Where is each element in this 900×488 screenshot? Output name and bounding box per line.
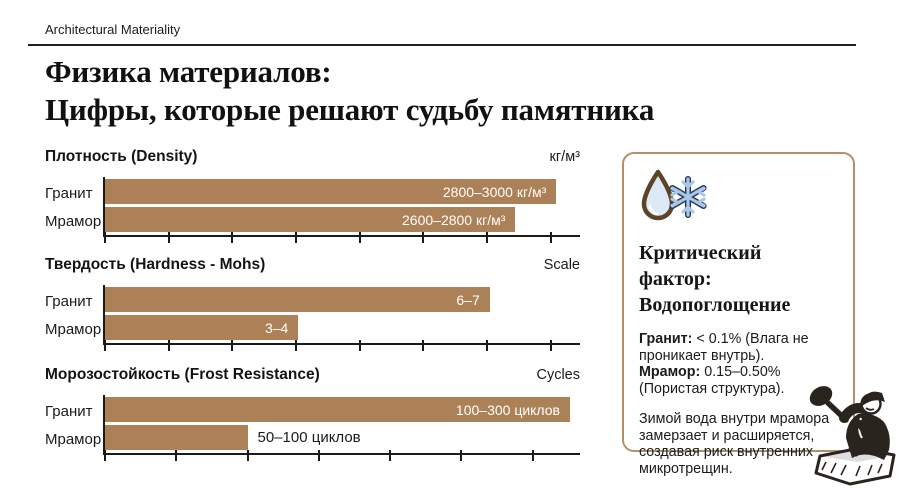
chart-hardness-unit: Scale xyxy=(543,257,580,273)
marble-value: 0.15–0.50% (Пористая структура). xyxy=(639,364,785,397)
chart-density-plot: 2800–3000 кг/м³ 2600–2800 кг/м³ xyxy=(103,177,580,243)
chart-density: Плотность (Density) кг/м³ Гранит Мрамор … xyxy=(45,148,580,243)
category-label: Гранит xyxy=(45,292,93,310)
panel-heading-line2: Водопоглощение xyxy=(639,294,791,316)
category-label: Гранит xyxy=(45,402,93,420)
critical-factor-panel: Критический фактор: Водопоглощение Грани… xyxy=(622,152,855,477)
bar-marble: 2600–2800 кг/м³ xyxy=(105,207,516,232)
bar-row-granite: 6–7 xyxy=(105,287,580,312)
eyebrow-label: Architectural Materiality xyxy=(45,22,181,37)
chart-hardness-plot-row: Гранит Мрамор 6–7 3–4 xyxy=(45,285,580,351)
stonemason-illustration xyxy=(809,386,896,486)
chart-frost-header: Морозостойкость (Frost Resistance) Cycle… xyxy=(45,366,580,384)
chart-frost-resistance: Морозостойкость (Frost Resistance) Cycle… xyxy=(45,366,580,461)
page-title-line2: Цифры, которые решают судьбу памятника xyxy=(45,92,655,127)
chart-frost-categories: Гранит Мрамор xyxy=(45,397,103,453)
granite-value: < 0.1% (Влага не проникает внутрь). xyxy=(639,331,809,364)
chart-frost-unit: Cycles xyxy=(536,367,580,383)
chart-density-categories: Гранит Мрамор xyxy=(45,179,103,235)
chart-density-title: Плотность (Density) xyxy=(45,148,198,165)
bar-granite: 2800–3000 кг/м³ xyxy=(105,179,557,204)
panel-heading: Критический фактор: Водопоглощение xyxy=(639,240,838,318)
bar-row-marble: 50–100 циклов xyxy=(105,425,580,450)
granite-label: Гранит: xyxy=(639,331,693,347)
bar-value-label: 3–4 xyxy=(264,319,289,336)
chart-hardness-categories: Гранит Мрамор xyxy=(45,287,103,343)
chart-frost-plot-row: Гранит Мрамор 100–300 циклов 50–100 цикл… xyxy=(45,395,580,461)
chart-density-plot-row: Гранит Мрамор 2800–3000 кг/м³ 2600–2800 … xyxy=(45,177,580,243)
page-title: Физика материалов: Цифры, которые решают… xyxy=(45,53,665,129)
bar-marble xyxy=(105,425,248,450)
water-drop-snowflake-icon xyxy=(641,169,707,221)
bar-row-marble: 2600–2800 кг/м³ xyxy=(105,207,580,232)
panel-heading-line1: Критический фактор: xyxy=(639,242,762,290)
bar-value-label: 6–7 xyxy=(456,291,480,308)
bar-row-marble: 3–4 xyxy=(105,315,580,340)
bar-granite: 6–7 xyxy=(105,287,490,312)
bar-value-label: 2600–2800 кг/м³ xyxy=(402,211,506,228)
x-axis xyxy=(104,232,580,243)
chart-hardness-title: Твердость (Hardness - Mohs) xyxy=(45,256,266,273)
bar-value-label: 100–300 циклов xyxy=(455,401,560,418)
bar-value-label-outside: 50–100 циклов xyxy=(257,429,361,446)
category-label: Гранит xyxy=(45,184,93,202)
bar-granite: 100–300 циклов xyxy=(105,397,570,422)
bar-value-label: 2800–3000 кг/м³ xyxy=(442,183,547,200)
chart-density-unit: кг/м³ xyxy=(549,149,580,165)
panel-note: Зимой вода внутри мрамора замерзает и ра… xyxy=(639,411,830,477)
category-label: Мрамор xyxy=(45,212,102,230)
chart-hardness: Твердость (Hardness - Mohs) Scale Гранит… xyxy=(45,256,580,351)
header-divider xyxy=(28,44,856,46)
x-axis xyxy=(104,340,580,351)
panel-absorption-values: Гранит: < 0.1% (Влага не проникает внутр… xyxy=(639,331,838,397)
marble-label: Мрамор: xyxy=(639,364,701,380)
page-title-line1: Физика материалов: xyxy=(45,54,332,89)
bar-row-granite: 2800–3000 кг/м³ xyxy=(105,179,580,204)
bar-marble: 3–4 xyxy=(105,315,299,340)
category-label: Мрамор xyxy=(45,320,102,338)
chart-density-header: Плотность (Density) кг/м³ xyxy=(45,148,580,166)
chart-frost-plot: 100–300 циклов 50–100 циклов xyxy=(103,395,580,461)
category-label: Мрамор xyxy=(45,430,102,448)
chart-frost-title: Морозостойкость (Frost Resistance) xyxy=(45,366,320,383)
bar-row-granite: 100–300 циклов xyxy=(105,397,580,422)
chart-hardness-plot: 6–7 3–4 xyxy=(103,285,580,351)
x-axis xyxy=(104,450,580,461)
chart-hardness-header: Твердость (Hardness - Mohs) Scale xyxy=(45,256,580,274)
